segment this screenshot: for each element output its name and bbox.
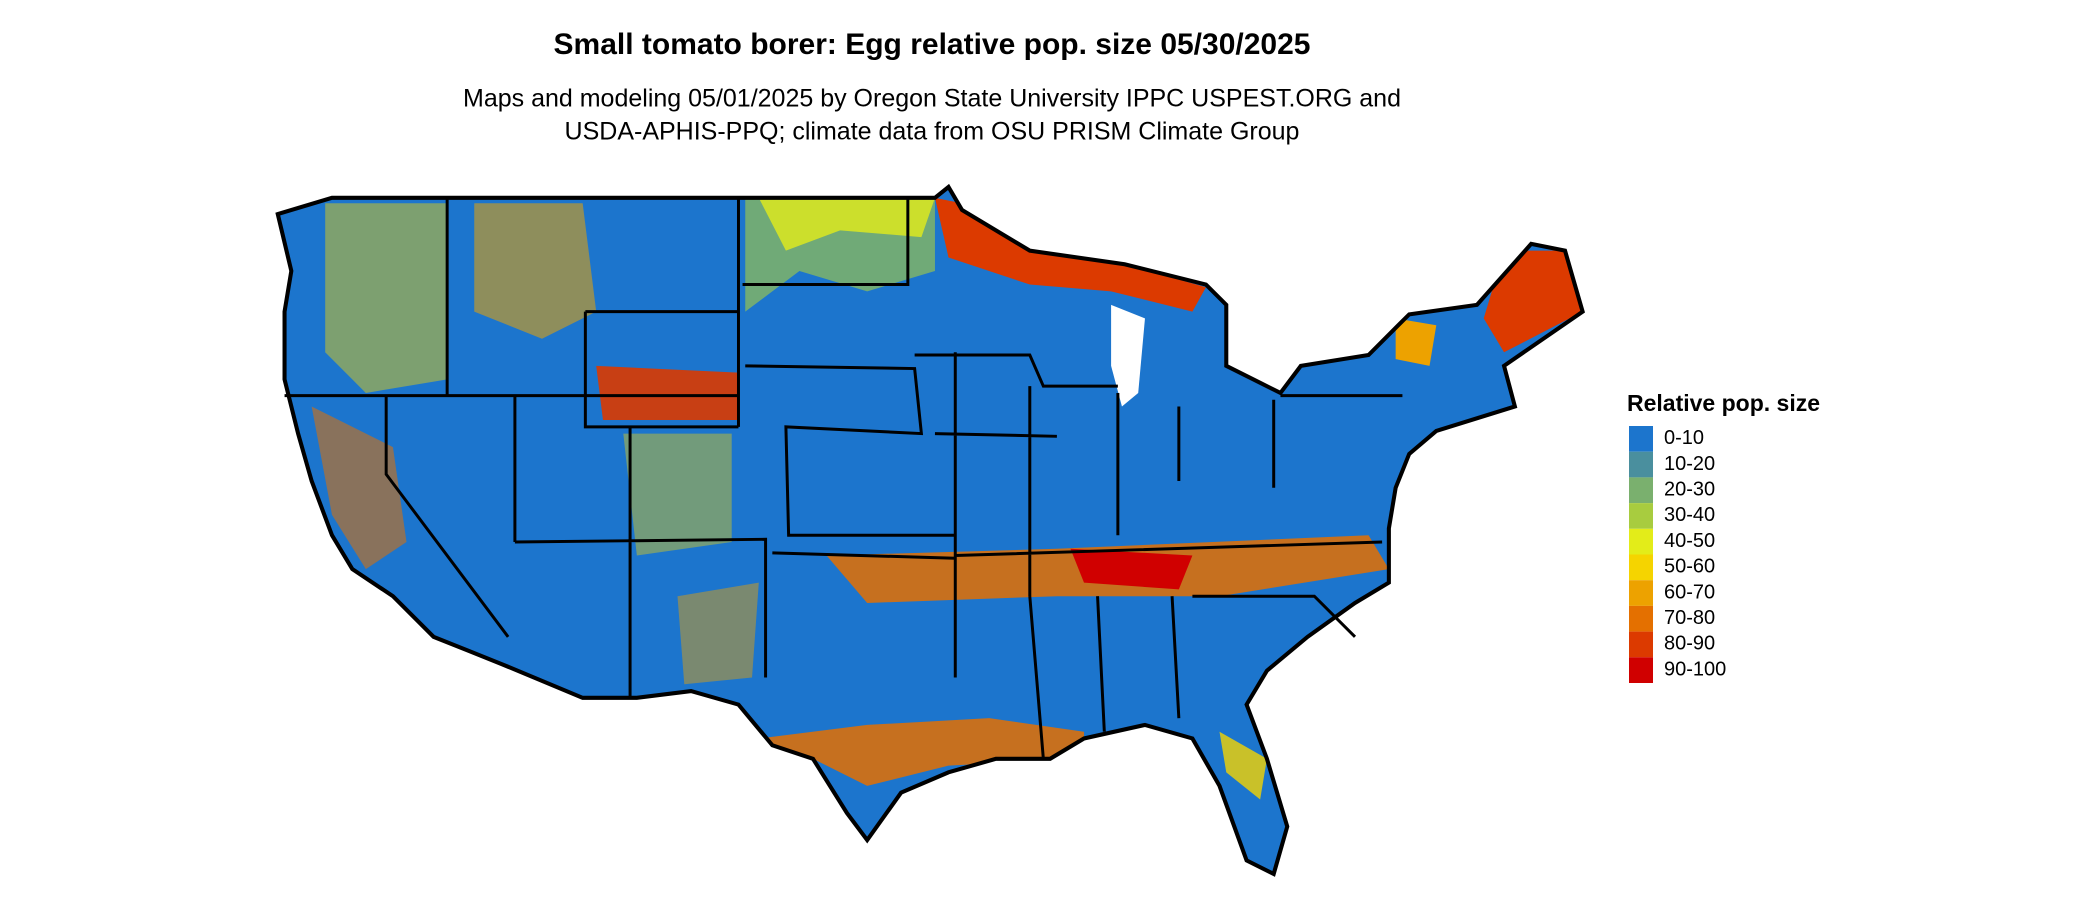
- legend-label: 90-100: [1664, 658, 1726, 680]
- legend-swatch: [1629, 451, 1653, 478]
- subtitle-line: Maps and modeling 05/01/2025 by Oregon S…: [463, 85, 1401, 113]
- legend-swatch: [1629, 554, 1653, 581]
- legend: Relative pop. size 0-10 10-20 20-30 30-40 40…: [1627, 390, 1820, 683]
- legend-label: 70-80: [1664, 607, 1715, 629]
- legend-label: 50-60: [1664, 556, 1715, 578]
- legend-label: 30-40: [1664, 504, 1715, 526]
- legend-swatch: [1629, 503, 1653, 529]
- legend-label: 10-20: [1664, 453, 1715, 475]
- legend-label: 60-70: [1664, 581, 1715, 603]
- legend-title: Relative pop. size: [1627, 390, 1820, 416]
- legend-label: 40-50: [1664, 530, 1715, 552]
- legend-swatch: [1629, 426, 1653, 452]
- pop-patches: [311, 197, 1583, 800]
- legend-swatch: [1629, 605, 1653, 632]
- legend-swatch: [1629, 657, 1653, 683]
- legend-swatch: [1629, 528, 1653, 555]
- legend-label: 0-10: [1664, 427, 1704, 449]
- legend-label: 20-30: [1664, 479, 1715, 501]
- legend-swatch: [1629, 631, 1653, 658]
- subtitle-line: USDA-APHIS-PPQ; climate data from OSU PR…: [565, 118, 1300, 146]
- state-borders: [284, 197, 1403, 759]
- map-title: Small tomato borer: Egg relative pop. si…: [554, 28, 1311, 61]
- lake: [1111, 304, 1145, 407]
- us-map: [278, 187, 1583, 874]
- legend-label: 80-90: [1664, 633, 1715, 655]
- legend-swatch: [1629, 477, 1653, 504]
- legend-swatch: [1629, 580, 1653, 606]
